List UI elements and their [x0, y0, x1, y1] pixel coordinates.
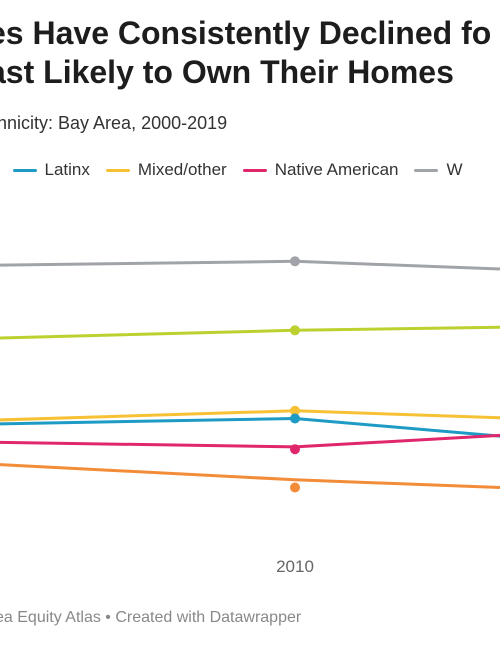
legend-item-native-american: Native American [242, 160, 399, 180]
legend-item-mixed-other: Mixed/other [105, 160, 227, 180]
data-point [290, 444, 300, 455]
legend-item-latinx: Latinx [12, 160, 90, 180]
x-tick-label: 2010 [276, 557, 314, 576]
chart-subtitle: thnicity: Bay Area, 2000-2019 [0, 113, 228, 133]
series-line [0, 325, 500, 340]
chart-legend: k Latinx Mixed/other Native American W [0, 160, 479, 180]
legend-swatch [105, 168, 130, 172]
data-point [290, 325, 300, 336]
data-point [290, 405, 300, 416]
legend-label: Mixed/other [137, 160, 227, 179]
chart-footer: ea Equity Atlas • Created with Datawrapp… [0, 609, 302, 626]
series-line [0, 463, 500, 489]
legend-swatch [414, 168, 439, 172]
legend-label: Native American [274, 160, 399, 179]
chart-title-line-1: es Have Consistently Declined fo [0, 15, 492, 51]
legend-swatch [12, 168, 37, 172]
data-point [290, 482, 300, 493]
data-point [290, 256, 300, 267]
legend-swatch [242, 168, 267, 172]
data-point [290, 413, 300, 424]
chart-title-line-2: ast Likely to Own Their Homes [0, 54, 454, 90]
legend-label: Latinx [44, 160, 90, 179]
series-line [0, 417, 500, 438]
chart-title: es Have Consistently Declined fo ast Lik… [0, 14, 491, 92]
series-line [0, 433, 500, 449]
legend-item-white: W [414, 160, 463, 180]
series-line [0, 259, 500, 271]
legend-label: W [446, 160, 463, 179]
